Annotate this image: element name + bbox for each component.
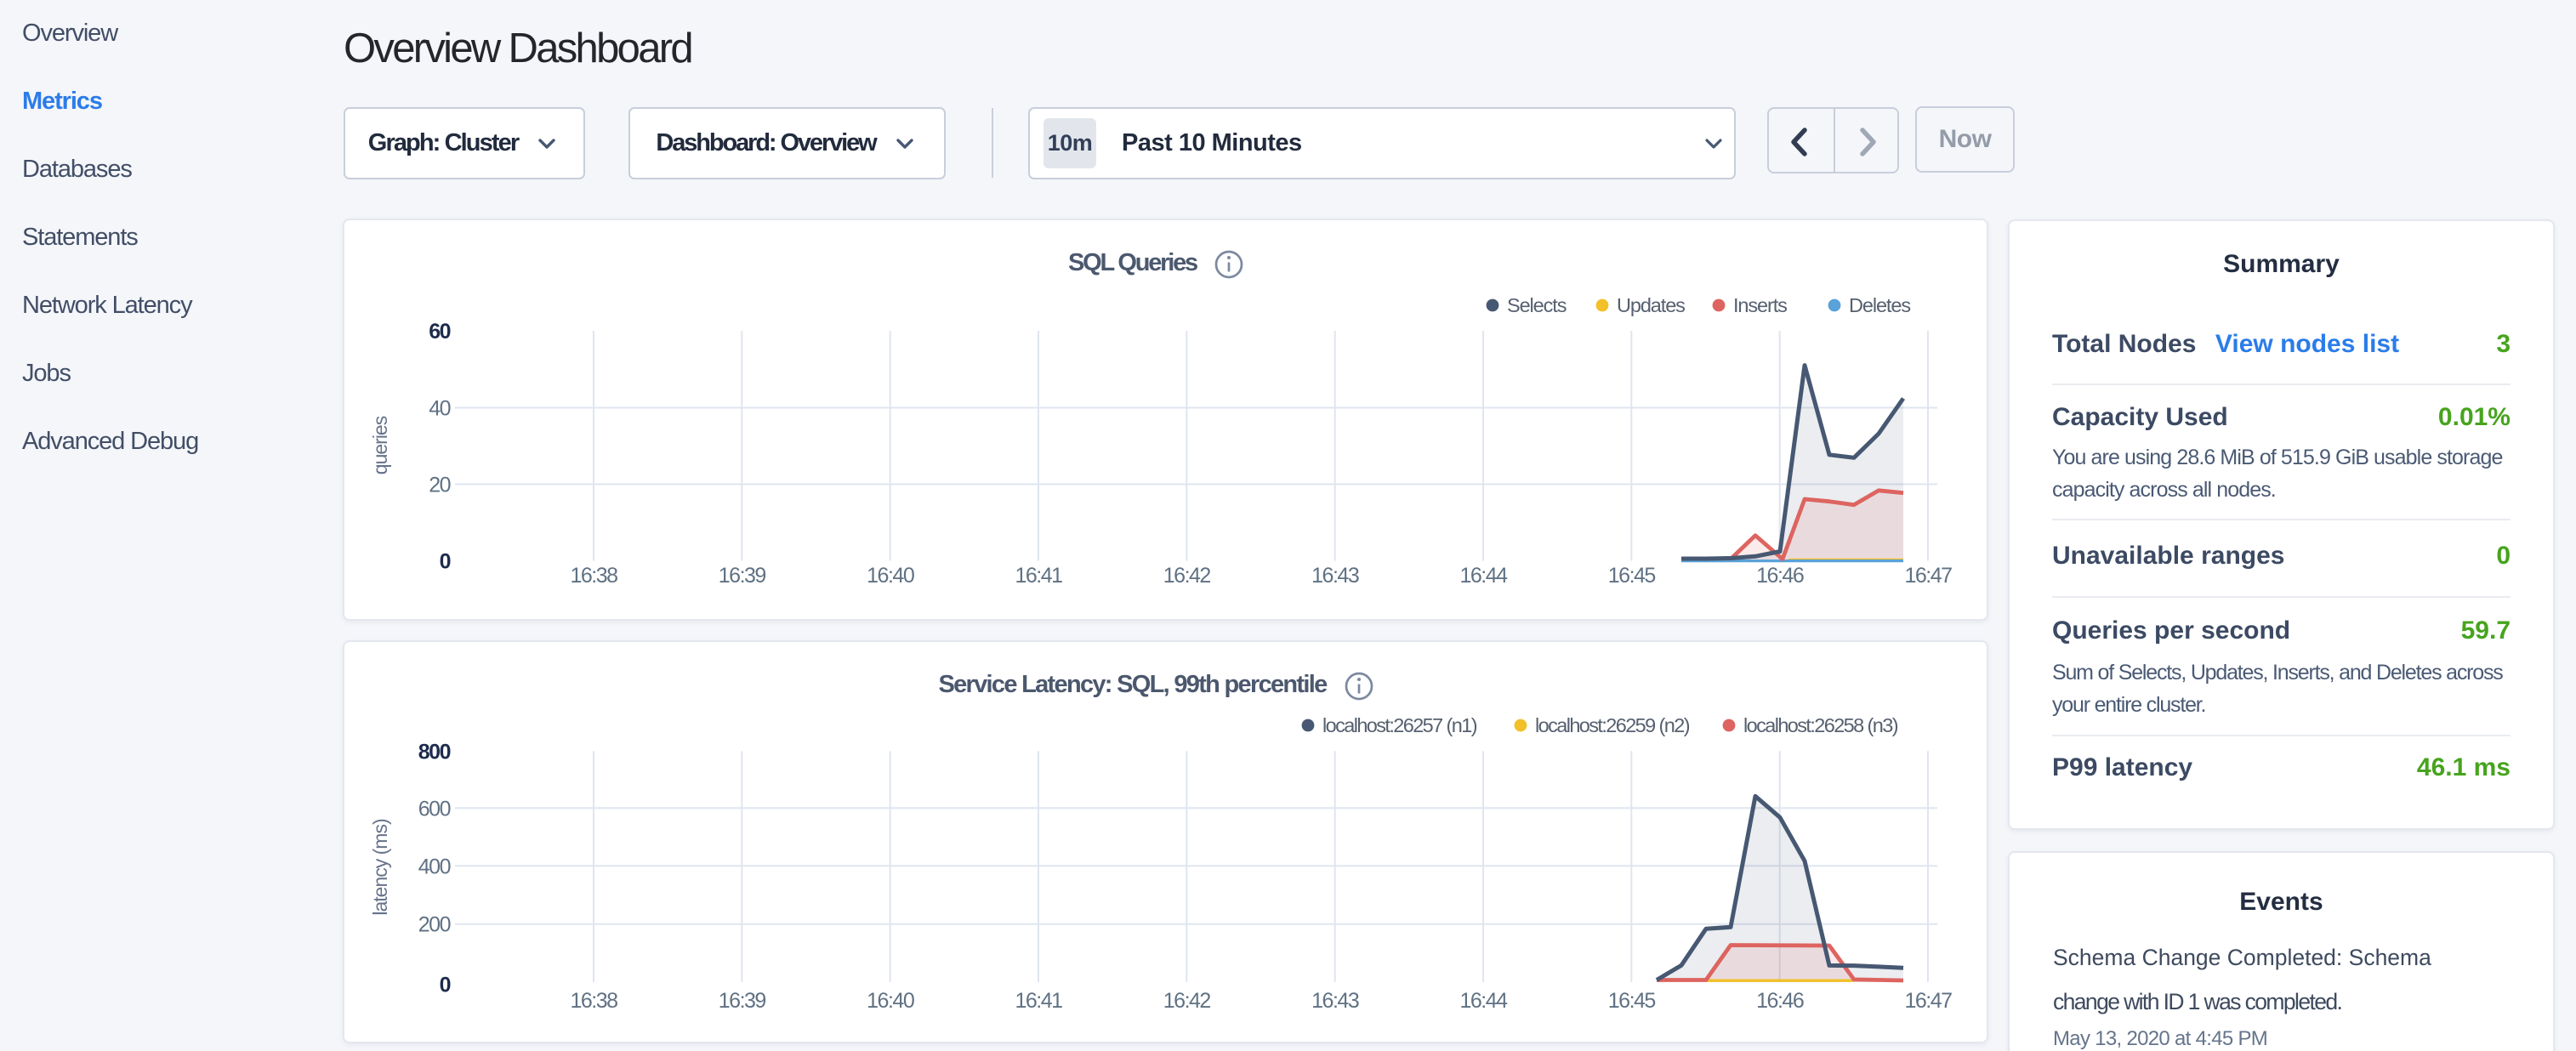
svg-text:16:41: 16:41 bbox=[1015, 989, 1062, 1013]
svg-text:localhost:26259 (n2): localhost:26259 (n2) bbox=[1535, 714, 1690, 736]
svg-text:16:47: 16:47 bbox=[1904, 564, 1952, 588]
svg-text:16:39: 16:39 bbox=[719, 564, 766, 588]
svg-text:16:38: 16:38 bbox=[570, 564, 617, 588]
svg-text:16:39: 16:39 bbox=[719, 989, 766, 1013]
svg-text:16:46: 16:46 bbox=[1756, 564, 1804, 588]
svg-text:Deletes: Deletes bbox=[1849, 294, 1910, 316]
svg-text:16:41: 16:41 bbox=[1015, 564, 1062, 588]
svg-text:0: 0 bbox=[440, 973, 451, 997]
svg-text:16:42: 16:42 bbox=[1163, 989, 1211, 1013]
svg-text:16:43: 16:43 bbox=[1311, 564, 1359, 588]
svg-text:16:38: 16:38 bbox=[570, 989, 617, 1013]
svg-text:Updates: Updates bbox=[1617, 294, 1685, 316]
svg-text:16:45: 16:45 bbox=[1608, 989, 1656, 1013]
svg-text:queries: queries bbox=[369, 416, 391, 474]
svg-text:16:44: 16:44 bbox=[1459, 564, 1508, 588]
svg-text:600: 600 bbox=[418, 797, 451, 821]
svg-text:localhost:26258 (n3): localhost:26258 (n3) bbox=[1743, 714, 1898, 736]
svg-text:40: 40 bbox=[429, 397, 450, 421]
svg-text:60: 60 bbox=[429, 320, 450, 344]
svg-text:16:46: 16:46 bbox=[1756, 989, 1804, 1013]
svg-text:16:47: 16:47 bbox=[1904, 989, 1952, 1013]
svg-text:20: 20 bbox=[429, 474, 450, 497]
svg-text:16:45: 16:45 bbox=[1608, 564, 1656, 588]
svg-text:latency (ms): latency (ms) bbox=[369, 819, 391, 916]
svg-text:16:40: 16:40 bbox=[867, 989, 914, 1013]
svg-text:16:43: 16:43 bbox=[1311, 989, 1359, 1013]
svg-text:0: 0 bbox=[440, 550, 451, 574]
svg-text:16:42: 16:42 bbox=[1163, 564, 1211, 588]
svg-text:Selects: Selects bbox=[1507, 294, 1567, 316]
svg-text:16:44: 16:44 bbox=[1459, 989, 1508, 1013]
svg-text:Inserts: Inserts bbox=[1733, 294, 1787, 316]
svg-text:200: 200 bbox=[418, 913, 451, 937]
svg-text:400: 400 bbox=[418, 855, 451, 878]
svg-text:localhost:26257 (n1): localhost:26257 (n1) bbox=[1322, 714, 1477, 736]
svg-text:800: 800 bbox=[418, 740, 451, 764]
svg-text:16:40: 16:40 bbox=[867, 564, 914, 588]
